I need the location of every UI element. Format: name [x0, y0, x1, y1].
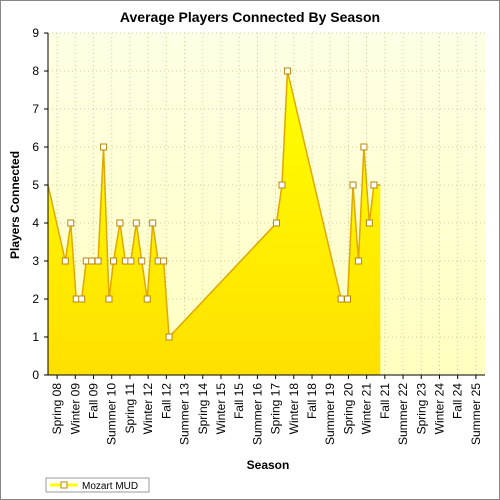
data-point-marker: [354, 257, 362, 265]
y-axis: 0 1 2 3 4 5 6 7 8 9: [32, 26, 49, 382]
x-tick-label: Winter 09: [68, 383, 82, 435]
data-point-marker: [78, 295, 86, 303]
x-tick-label: Winter 18: [287, 383, 301, 435]
data-point-marker: [105, 295, 113, 303]
data-point-marker: [61, 257, 69, 265]
x-tick-label: Fall 12: [159, 383, 173, 419]
data-point-marker: [67, 219, 75, 227]
data-point-marker: [149, 219, 157, 227]
y-tick-label: 4: [32, 216, 39, 230]
x-tick-label: Summer 16: [250, 383, 264, 445]
x-axis: Spring 08 Winter 09 Fall 09 Summer 10 Spring…: [48, 374, 485, 445]
x-tick-label: Summer 25: [469, 383, 483, 445]
y-tick-label: 8: [32, 64, 39, 78]
y-tick-label: 9: [32, 26, 39, 40]
data-point-marker: [116, 219, 124, 227]
data-point-marker: [365, 219, 373, 227]
x-tick-label: Winter 15: [214, 383, 228, 435]
x-tick-label: Summer 10: [105, 383, 119, 445]
data-point-marker: [370, 181, 378, 189]
data-point-marker: [160, 257, 168, 265]
x-tick-label: Spring 17: [269, 383, 283, 435]
data-point-marker: [360, 143, 368, 151]
data-point-marker: [127, 257, 135, 265]
data-point-marker: [143, 295, 151, 303]
x-axis-title: Season: [247, 458, 290, 472]
y-tick-label: 5: [32, 178, 39, 192]
legend: Mozart MUD: [45, 477, 150, 493]
y-tick-label: 2: [32, 292, 39, 306]
y-tick-label: 3: [32, 254, 39, 268]
x-tick-label: Fall 21: [378, 383, 392, 419]
data-point-marker: [349, 181, 357, 189]
data-point-marker: [344, 295, 352, 303]
x-tick-label: Fall 18: [305, 383, 319, 419]
x-tick-label: Summer 19: [323, 383, 337, 445]
x-tick-label: Spring 08: [50, 383, 64, 435]
legend-label: Mozart MUD: [82, 481, 138, 492]
legend-swatch-marker: [60, 481, 68, 489]
x-tick-label: Summer 22: [396, 383, 410, 445]
x-tick-label: Fall 09: [87, 383, 101, 419]
data-point-marker: [100, 143, 108, 151]
data-point-marker: [132, 219, 140, 227]
x-tick-label: Spring 23: [414, 383, 428, 435]
x-tick-label: Spring 14: [196, 383, 210, 435]
y-axis-title: Players Connected: [8, 151, 22, 259]
series-area: [48, 71, 381, 375]
x-tick-label: Winter 24: [432, 383, 446, 435]
series-markers: [61, 67, 378, 341]
data-point-marker: [110, 257, 118, 265]
y-tick-label: 1: [32, 330, 39, 344]
x-tick-label: Spring 11: [123, 383, 137, 434]
data-point-marker: [138, 257, 146, 265]
chart-title: Average Players Connected By Season: [120, 9, 380, 25]
data-point-marker: [273, 219, 281, 227]
x-tick-label: Winter 21: [360, 383, 374, 435]
y-tick-label: 0: [32, 368, 39, 382]
x-tick-label: Spring 20: [341, 383, 355, 435]
legend-box: [45, 477, 150, 493]
x-tick-label: Fall 15: [232, 383, 246, 419]
y-tick-label: 7: [32, 102, 39, 116]
x-tick-label: Summer 13: [178, 383, 192, 445]
x-tick-label: Fall 24: [451, 383, 465, 419]
data-point-marker: [283, 67, 291, 75]
data-point-marker: [165, 333, 173, 341]
data-point-marker: [88, 257, 96, 265]
y-tick-label: 6: [32, 140, 39, 154]
data-point-marker: [94, 257, 102, 265]
x-tick-label: Winter 12: [141, 383, 155, 435]
data-point-marker: [337, 295, 345, 303]
data-point-marker: [278, 181, 286, 189]
